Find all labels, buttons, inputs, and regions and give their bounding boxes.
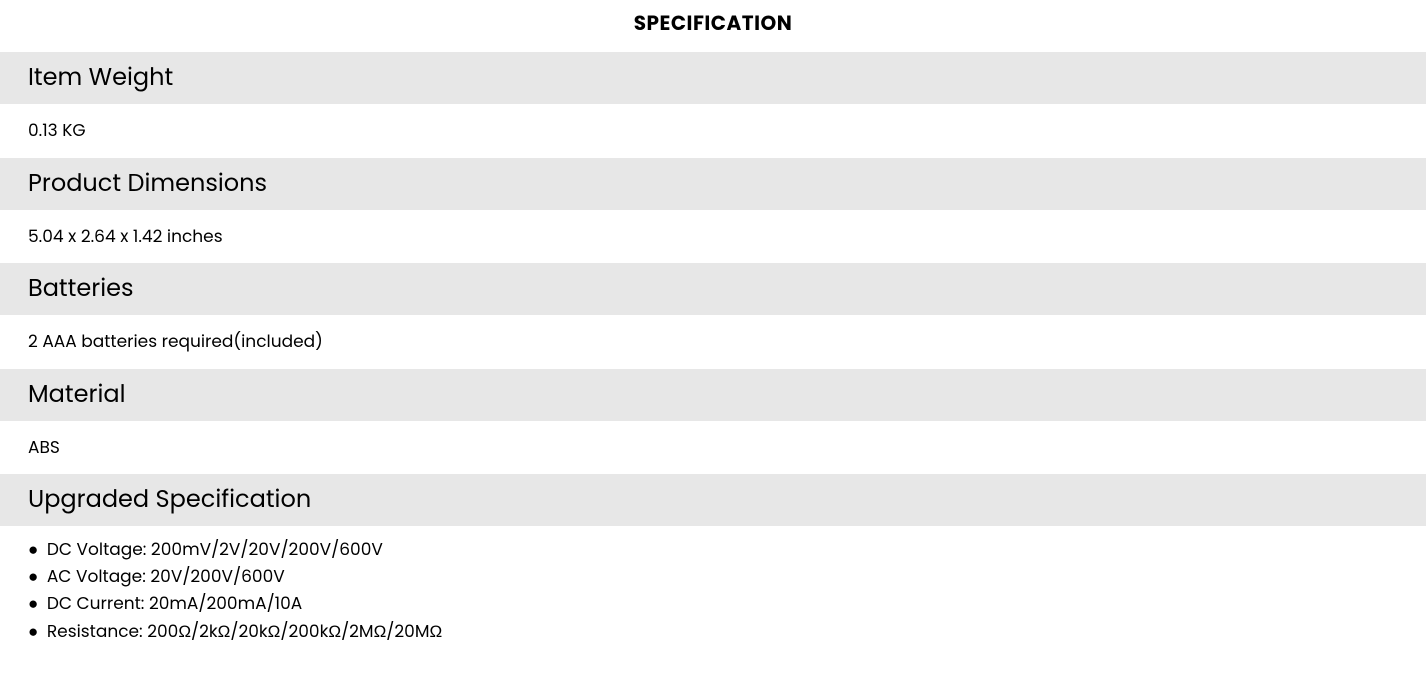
spec-value: ABS [0,421,1426,475]
list-item: ● Resistance: 200Ω/2kΩ/20kΩ/200kΩ/2MΩ/20… [28,618,1398,645]
spec-value: 0.13 KG [0,104,1426,158]
bullet-icon: ● [28,536,38,563]
list-item-text: Resistance: 200Ω/2kΩ/20kΩ/200kΩ/2MΩ/20MΩ [47,619,442,643]
bullet-icon: ● [28,563,38,590]
list-item-text: DC Current: 20mA/200mA/10A [47,591,302,615]
spec-value: 2 AAA batteries required(included) [0,315,1426,369]
list-item: ● AC Voltage: 20V/200V/600V [28,563,1398,590]
list-item-text: AC Voltage: 20V/200V/600V [47,564,285,588]
list-item: ● DC Current: 20mA/200mA/10A [28,590,1398,617]
spec-row-batteries: Batteries 2 AAA batteries required(inclu… [0,263,1426,369]
spec-value-list: ● DC Voltage: 200mV/2V/20V/200V/600V ● A… [0,526,1426,655]
list-item: ● DC Voltage: 200mV/2V/20V/200V/600V [28,536,1398,563]
spec-label: Item Weight [0,52,1426,104]
spec-row-item-weight: Item Weight 0.13 KG [0,52,1426,158]
page-title: SPECIFICATION [0,0,1426,52]
bullet-icon: ● [28,590,38,617]
spec-row-product-dimensions: Product Dimensions 5.04 x 2.64 x 1.42 in… [0,158,1426,264]
list-item-text: DC Voltage: 200mV/2V/20V/200V/600V [47,537,383,561]
spec-table: Item Weight 0.13 KG Product Dimensions 5… [0,52,1426,655]
spec-value: 5.04 x 2.64 x 1.42 inches [0,210,1426,264]
bullet-icon: ● [28,618,38,645]
spec-label: Material [0,369,1426,421]
spec-label: Upgraded Specification [0,474,1426,526]
spec-row-upgraded-specification: Upgraded Specification ● DC Voltage: 200… [0,474,1426,655]
spec-label: Product Dimensions [0,158,1426,210]
spec-row-material: Material ABS [0,369,1426,475]
spec-label: Batteries [0,263,1426,315]
